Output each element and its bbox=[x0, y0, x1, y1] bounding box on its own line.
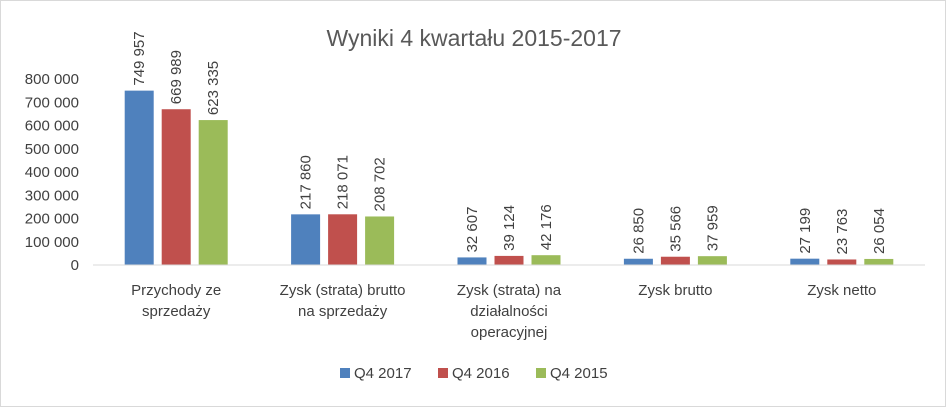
data-label: 27 199 bbox=[797, 208, 814, 254]
legend-swatch bbox=[536, 368, 546, 378]
data-label: 42 176 bbox=[538, 204, 555, 250]
x-category-label: na sprzedaży bbox=[298, 303, 388, 320]
legend-swatch bbox=[438, 368, 448, 378]
data-label: 218 071 bbox=[335, 155, 352, 209]
bar bbox=[697, 256, 727, 265]
bar bbox=[198, 120, 228, 265]
data-labels: 749 957 669 989 623 335 217 860 218 071 208 7… bbox=[131, 31, 888, 254]
chart-title: Wyniki 4 kwartału 2015-2017 bbox=[326, 25, 621, 51]
bar bbox=[291, 214, 321, 265]
y-tick-label: 600 000 bbox=[25, 118, 79, 135]
bar bbox=[864, 258, 894, 265]
data-label: 669 989 bbox=[168, 50, 185, 104]
bars bbox=[124, 90, 894, 265]
data-label: 39 124 bbox=[501, 205, 518, 251]
bar bbox=[623, 258, 653, 265]
x-category-label: Przychody ze bbox=[131, 282, 221, 299]
data-label: 37 959 bbox=[704, 205, 721, 251]
data-label: 26 850 bbox=[630, 208, 647, 254]
legend-label: Q4 2016 bbox=[452, 365, 510, 382]
y-axis: 0 100 000 200 000 300 000 400 000 500 000 600 … bbox=[25, 71, 79, 274]
x-axis: Przychody ze sprzedaży Zysk (strata) brutt… bbox=[93, 264, 925, 341]
bar bbox=[124, 90, 154, 265]
x-category-label: sprzedaży bbox=[142, 303, 211, 320]
x-category-label: działalności bbox=[470, 303, 548, 320]
bar bbox=[494, 255, 524, 265]
data-label: 623 335 bbox=[205, 61, 222, 115]
bar bbox=[660, 256, 690, 265]
y-tick-label: 300 000 bbox=[25, 187, 79, 204]
x-category-label: operacyjnej bbox=[471, 324, 548, 341]
bar bbox=[161, 109, 191, 265]
y-tick-label: 0 bbox=[71, 257, 79, 274]
data-label: 26 054 bbox=[871, 208, 888, 254]
y-tick-label: 200 000 bbox=[25, 211, 79, 228]
bar bbox=[365, 216, 395, 265]
y-tick-label: 500 000 bbox=[25, 141, 79, 158]
x-category-label: Zysk (strata) brutto bbox=[280, 282, 406, 299]
bar bbox=[827, 259, 857, 265]
data-label: 208 702 bbox=[372, 157, 389, 211]
bar bbox=[531, 255, 561, 265]
data-label: 23 763 bbox=[834, 209, 851, 255]
data-label: 32 607 bbox=[464, 207, 481, 253]
x-category-label: Zysk brutto bbox=[638, 282, 712, 299]
legend: Q4 2017 Q4 2016 Q4 2015 bbox=[340, 365, 608, 382]
legend-swatch bbox=[340, 368, 350, 378]
bar bbox=[457, 257, 487, 265]
data-label: 35 566 bbox=[667, 206, 684, 252]
y-tick-label: 700 000 bbox=[25, 94, 79, 111]
y-tick-label: 800 000 bbox=[25, 71, 79, 88]
data-label: 217 860 bbox=[298, 155, 315, 209]
data-label: 749 957 bbox=[131, 31, 148, 85]
legend-label: Q4 2015 bbox=[550, 365, 608, 382]
y-tick-label: 400 000 bbox=[25, 164, 79, 181]
bar bbox=[328, 214, 358, 265]
x-category-label: Zysk netto bbox=[807, 282, 876, 299]
bar bbox=[790, 258, 820, 265]
legend-label: Q4 2017 bbox=[354, 365, 412, 382]
x-category-label: Zysk (strata) na bbox=[457, 282, 562, 299]
y-tick-label: 100 000 bbox=[25, 234, 79, 251]
